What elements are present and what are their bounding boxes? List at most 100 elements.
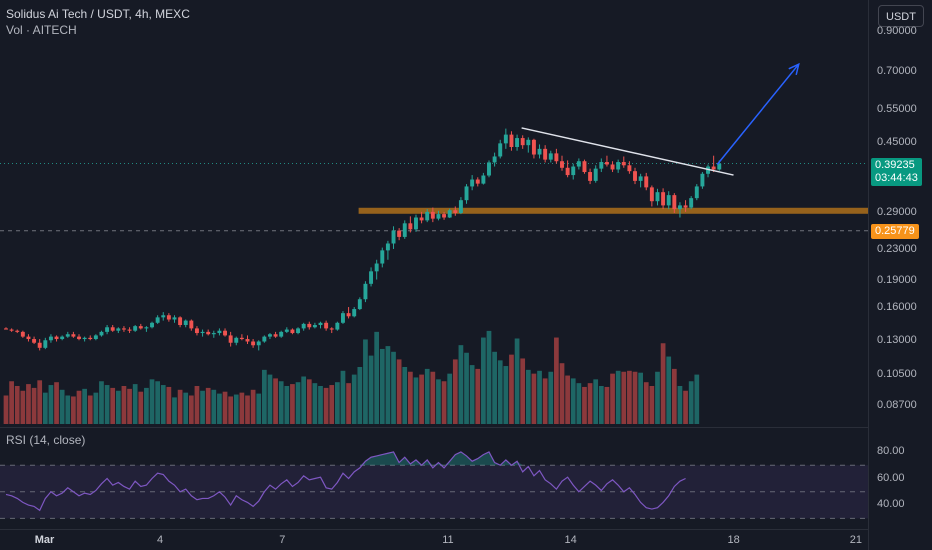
volume-bar (525, 369, 531, 424)
level-price-tag: 0.25779 (871, 223, 919, 239)
time-axis[interactable]: Mar 4 7 11 14 18 21 (0, 529, 868, 550)
volume-bar (155, 381, 160, 424)
candle-body (627, 165, 632, 172)
candle-body (15, 330, 20, 332)
volume-bar (205, 387, 211, 424)
candle-body (655, 192, 660, 202)
candle-body (189, 320, 194, 329)
volume-bar (475, 368, 481, 424)
volume-bar (200, 390, 205, 424)
candle-body (576, 161, 581, 167)
price-chart-svg[interactable] (0, 0, 868, 427)
chart-legend: Solidus Ai Tech / USDT, 4h, MEXC Vol · A… (6, 6, 190, 38)
candle-body (711, 166, 716, 170)
candle-body (127, 329, 132, 331)
candle-body (419, 217, 424, 221)
volume-bar (694, 374, 700, 424)
price-axis[interactable]: USDT 0.90000 0.70000 0.55000 0.45000 0.29000… (868, 0, 932, 550)
candle-body (99, 331, 104, 336)
rsi-chart-svg[interactable] (0, 428, 868, 529)
volume-bar (273, 378, 278, 424)
volume-bar (183, 392, 189, 424)
volume-bar (104, 385, 110, 424)
candle-body (610, 164, 615, 170)
candle-body (26, 336, 31, 340)
rsi-axis-label: 60.00 (877, 471, 905, 484)
volume-bar (312, 383, 318, 424)
rsi-axis-label: 40.00 (877, 498, 905, 511)
candle-body (43, 340, 48, 348)
volume-bar (239, 392, 245, 424)
candle-body (633, 171, 637, 181)
candle-body (65, 334, 70, 337)
projection-arrow-head (788, 62, 800, 76)
candle-body (346, 313, 351, 317)
time-axis-label: 7 (279, 534, 286, 546)
candle-body (290, 329, 295, 334)
candle-body (4, 328, 8, 330)
candle-body (301, 323, 306, 329)
volume-bar (627, 370, 632, 424)
rsi-pane[interactable]: RSI (14, close) (0, 427, 868, 529)
candle-body (335, 322, 340, 330)
volume-bar (132, 384, 138, 424)
candle-body (644, 176, 649, 188)
candle-body (565, 167, 570, 176)
candle-body (694, 186, 699, 199)
volume-bar (464, 352, 469, 424)
candle-body (700, 173, 705, 187)
volume-bar (54, 382, 59, 424)
volume-bar (14, 386, 20, 424)
candle-body (509, 134, 514, 148)
candle-body (470, 179, 475, 187)
candle-body (582, 161, 587, 173)
candle-body (150, 322, 154, 328)
candle-body (206, 331, 211, 335)
volume-bar (497, 360, 503, 424)
volume-bar (87, 395, 93, 424)
volume-bar (71, 396, 76, 424)
volume-bar (520, 358, 526, 424)
symbol-title[interactable]: Solidus Ai Tech / USDT, 4h, MEXC (6, 7, 190, 21)
candle-body (593, 168, 598, 181)
candle-body (380, 250, 385, 264)
candle-body (251, 341, 256, 346)
candle-body (402, 223, 407, 237)
volume-bar (548, 371, 554, 424)
volume-bar (649, 386, 655, 424)
volume-bar (9, 381, 14, 424)
volume-bar (160, 385, 166, 424)
candle-body (548, 153, 553, 160)
candle-body (223, 330, 227, 336)
price-chart-pane[interactable]: Solidus Ai Tech / USDT, 4h, MEXC Vol · A… (0, 0, 868, 427)
volume-bar (290, 384, 295, 424)
volume-bar (211, 389, 217, 424)
candle-body (110, 327, 115, 331)
volume-bar (188, 395, 194, 424)
volume-bar (65, 395, 71, 424)
candle-body (284, 329, 289, 332)
volume-bar (20, 390, 26, 424)
volume-bar (233, 394, 239, 424)
candle-body (357, 299, 362, 310)
volume-indicator-label[interactable]: Vol · AITECH (6, 23, 77, 37)
volume-bar (256, 393, 262, 424)
volume-bar (598, 386, 604, 424)
volume-bar (610, 373, 615, 424)
candle-body (677, 205, 682, 210)
volume-bar (492, 351, 497, 424)
currency-button[interactable]: USDT (878, 5, 924, 27)
candle-body (116, 328, 121, 331)
candle-body (296, 328, 301, 334)
candle-body (464, 186, 469, 201)
volume-bar (194, 386, 200, 424)
volume-bar (503, 366, 509, 424)
volume-bar (565, 375, 570, 424)
candle-body (307, 323, 312, 328)
volume-bar (267, 374, 273, 424)
candle-body (60, 336, 65, 340)
rsi-legend[interactable]: RSI (14, close) (6, 433, 86, 447)
volume-bar (655, 371, 660, 424)
candle-body (442, 214, 447, 218)
rsi-overbought-fill (6, 451, 686, 466)
